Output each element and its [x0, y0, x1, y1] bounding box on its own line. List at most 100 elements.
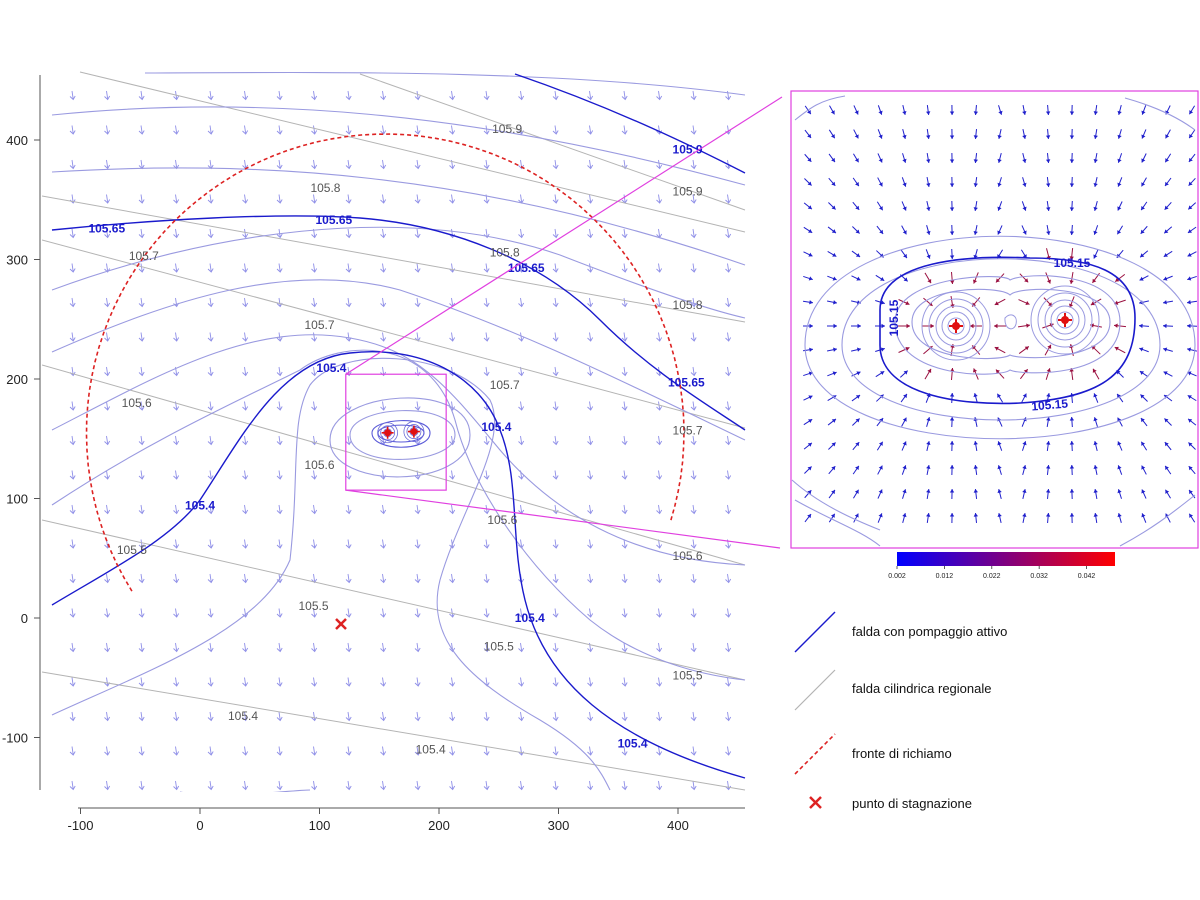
velocity-arrow [311, 297, 318, 308]
regional-contour-label: 105.7 [304, 318, 334, 332]
inset-velocity-arrow [1117, 129, 1122, 139]
velocity-arrow [380, 90, 387, 101]
inset-velocity-arrow [994, 346, 1006, 354]
inset-velocity-arrow [973, 512, 979, 524]
inset-velocity-arrow [828, 489, 836, 499]
velocity-arrow [311, 159, 318, 170]
pumping-contours-labeled [51, 73, 746, 779]
inset-velocity-arrow [924, 272, 932, 284]
velocity-arrow [656, 263, 663, 273]
regional-contour-label: 105.5 [673, 668, 703, 682]
velocity-arrow [690, 780, 697, 791]
velocity-arrow [207, 504, 214, 515]
inset-velocity-arrow [1139, 250, 1149, 258]
velocity-arrow [380, 125, 387, 135]
x-tick-label: 300 [548, 818, 570, 833]
inset-velocity-arrow [828, 513, 836, 523]
legend-swatch-regional [794, 669, 836, 711]
inset-velocity-arrow [1165, 489, 1171, 499]
inset-velocity-arrow [949, 440, 955, 452]
velocity-arrow [69, 90, 76, 101]
velocity-arrow [242, 573, 249, 584]
velocity-arrow [587, 435, 594, 446]
inset-velocity-arrow [852, 418, 860, 426]
inset-velocity-arrow [926, 464, 931, 476]
velocity-arrow [587, 711, 594, 722]
velocity-arrow [552, 263, 559, 273]
inset-velocity-arrow [1093, 249, 1099, 259]
velocity-arrow [621, 297, 628, 308]
inset-contour-corner-tl [794, 95, 846, 121]
velocity-arrow [242, 263, 249, 273]
velocity-arrow [242, 401, 249, 411]
inset-velocity-arrow [1093, 104, 1098, 116]
velocity-arrow [311, 711, 318, 722]
regional-contours [42, 71, 746, 791]
velocity-arrow [449, 90, 456, 101]
legend-item-regional: falda cilindrica regionale [794, 669, 991, 711]
velocity-arrow [104, 470, 111, 480]
well-contours [329, 397, 471, 478]
inset-velocity-arrow [828, 465, 836, 475]
velocity-arrow [414, 573, 421, 584]
velocity-arrow [449, 332, 456, 342]
inset-velocity-arrow [828, 202, 836, 210]
velocity-arrow [449, 711, 456, 722]
inset-contour-3 [894, 275, 1121, 375]
velocity-arrow [587, 608, 594, 618]
inset-velocity-arrow [1140, 201, 1148, 211]
velocity-arrow [552, 746, 559, 756]
velocity-arrow [345, 90, 352, 101]
velocity-arrow [380, 746, 387, 756]
velocity-arrow [138, 711, 145, 722]
velocity-arrow [69, 401, 76, 411]
inset-velocity-arrow [852, 177, 860, 187]
velocity-arrow [380, 263, 387, 273]
inset-velocity-arrow [877, 465, 883, 475]
velocity-arrow [311, 125, 318, 135]
velocity-arrow [518, 297, 525, 308]
velocity-arrow [138, 228, 145, 239]
inset-velocity-arrow [1022, 129, 1027, 139]
velocity-arrow [587, 539, 594, 549]
legend-label-stagnation: punto di stagnazione [852, 796, 972, 811]
inset-velocity-arrow [1188, 465, 1196, 475]
inset-velocity-arrow [853, 513, 859, 523]
velocity-arrow [138, 677, 145, 687]
inset-velocity-arrow [804, 489, 812, 499]
velocity-arrow [587, 504, 594, 515]
inset-velocity-arrow [1164, 441, 1172, 451]
pumping-contours-light [51, 71, 746, 792]
regional-contour-105.9b [359, 73, 746, 211]
inset-velocity-arrow [876, 225, 884, 235]
velocity-arrow [311, 642, 318, 653]
velocity-arrow [483, 470, 490, 480]
y-tick-label: -100 [2, 731, 28, 746]
velocity-arrow [104, 401, 111, 411]
velocity-arrow [552, 228, 559, 239]
inset-velocity-arrow [1069, 104, 1075, 116]
velocity-arrow [552, 159, 559, 170]
velocity-arrow [104, 504, 111, 515]
regional-contour-label: 105.6 [304, 458, 334, 472]
inset-velocity-arrow [1186, 300, 1198, 305]
velocity-arrow [69, 332, 76, 342]
velocity-arrow [449, 746, 456, 756]
inset-velocity-arrow [1069, 247, 1074, 261]
velocity-arrow [587, 263, 594, 273]
velocity-arrow [690, 539, 697, 549]
velocity-arrow [138, 539, 145, 549]
colorbar-tick-label: 0.042 [1078, 573, 1096, 580]
velocity-arrow [483, 332, 490, 342]
velocity-arrow [345, 780, 352, 791]
velocity-arrow [104, 125, 111, 135]
velocity-arrow [552, 401, 559, 411]
velocity-arrow [311, 746, 318, 756]
inset-contour-outer [804, 235, 1196, 440]
velocity-arrow [725, 746, 732, 756]
inset-velocity-arrow [1163, 275, 1173, 281]
velocity-arrow [380, 470, 387, 480]
inset-velocity-arrow [1046, 224, 1051, 236]
velocity-arrow [414, 228, 421, 239]
velocity-arrow [725, 642, 732, 653]
